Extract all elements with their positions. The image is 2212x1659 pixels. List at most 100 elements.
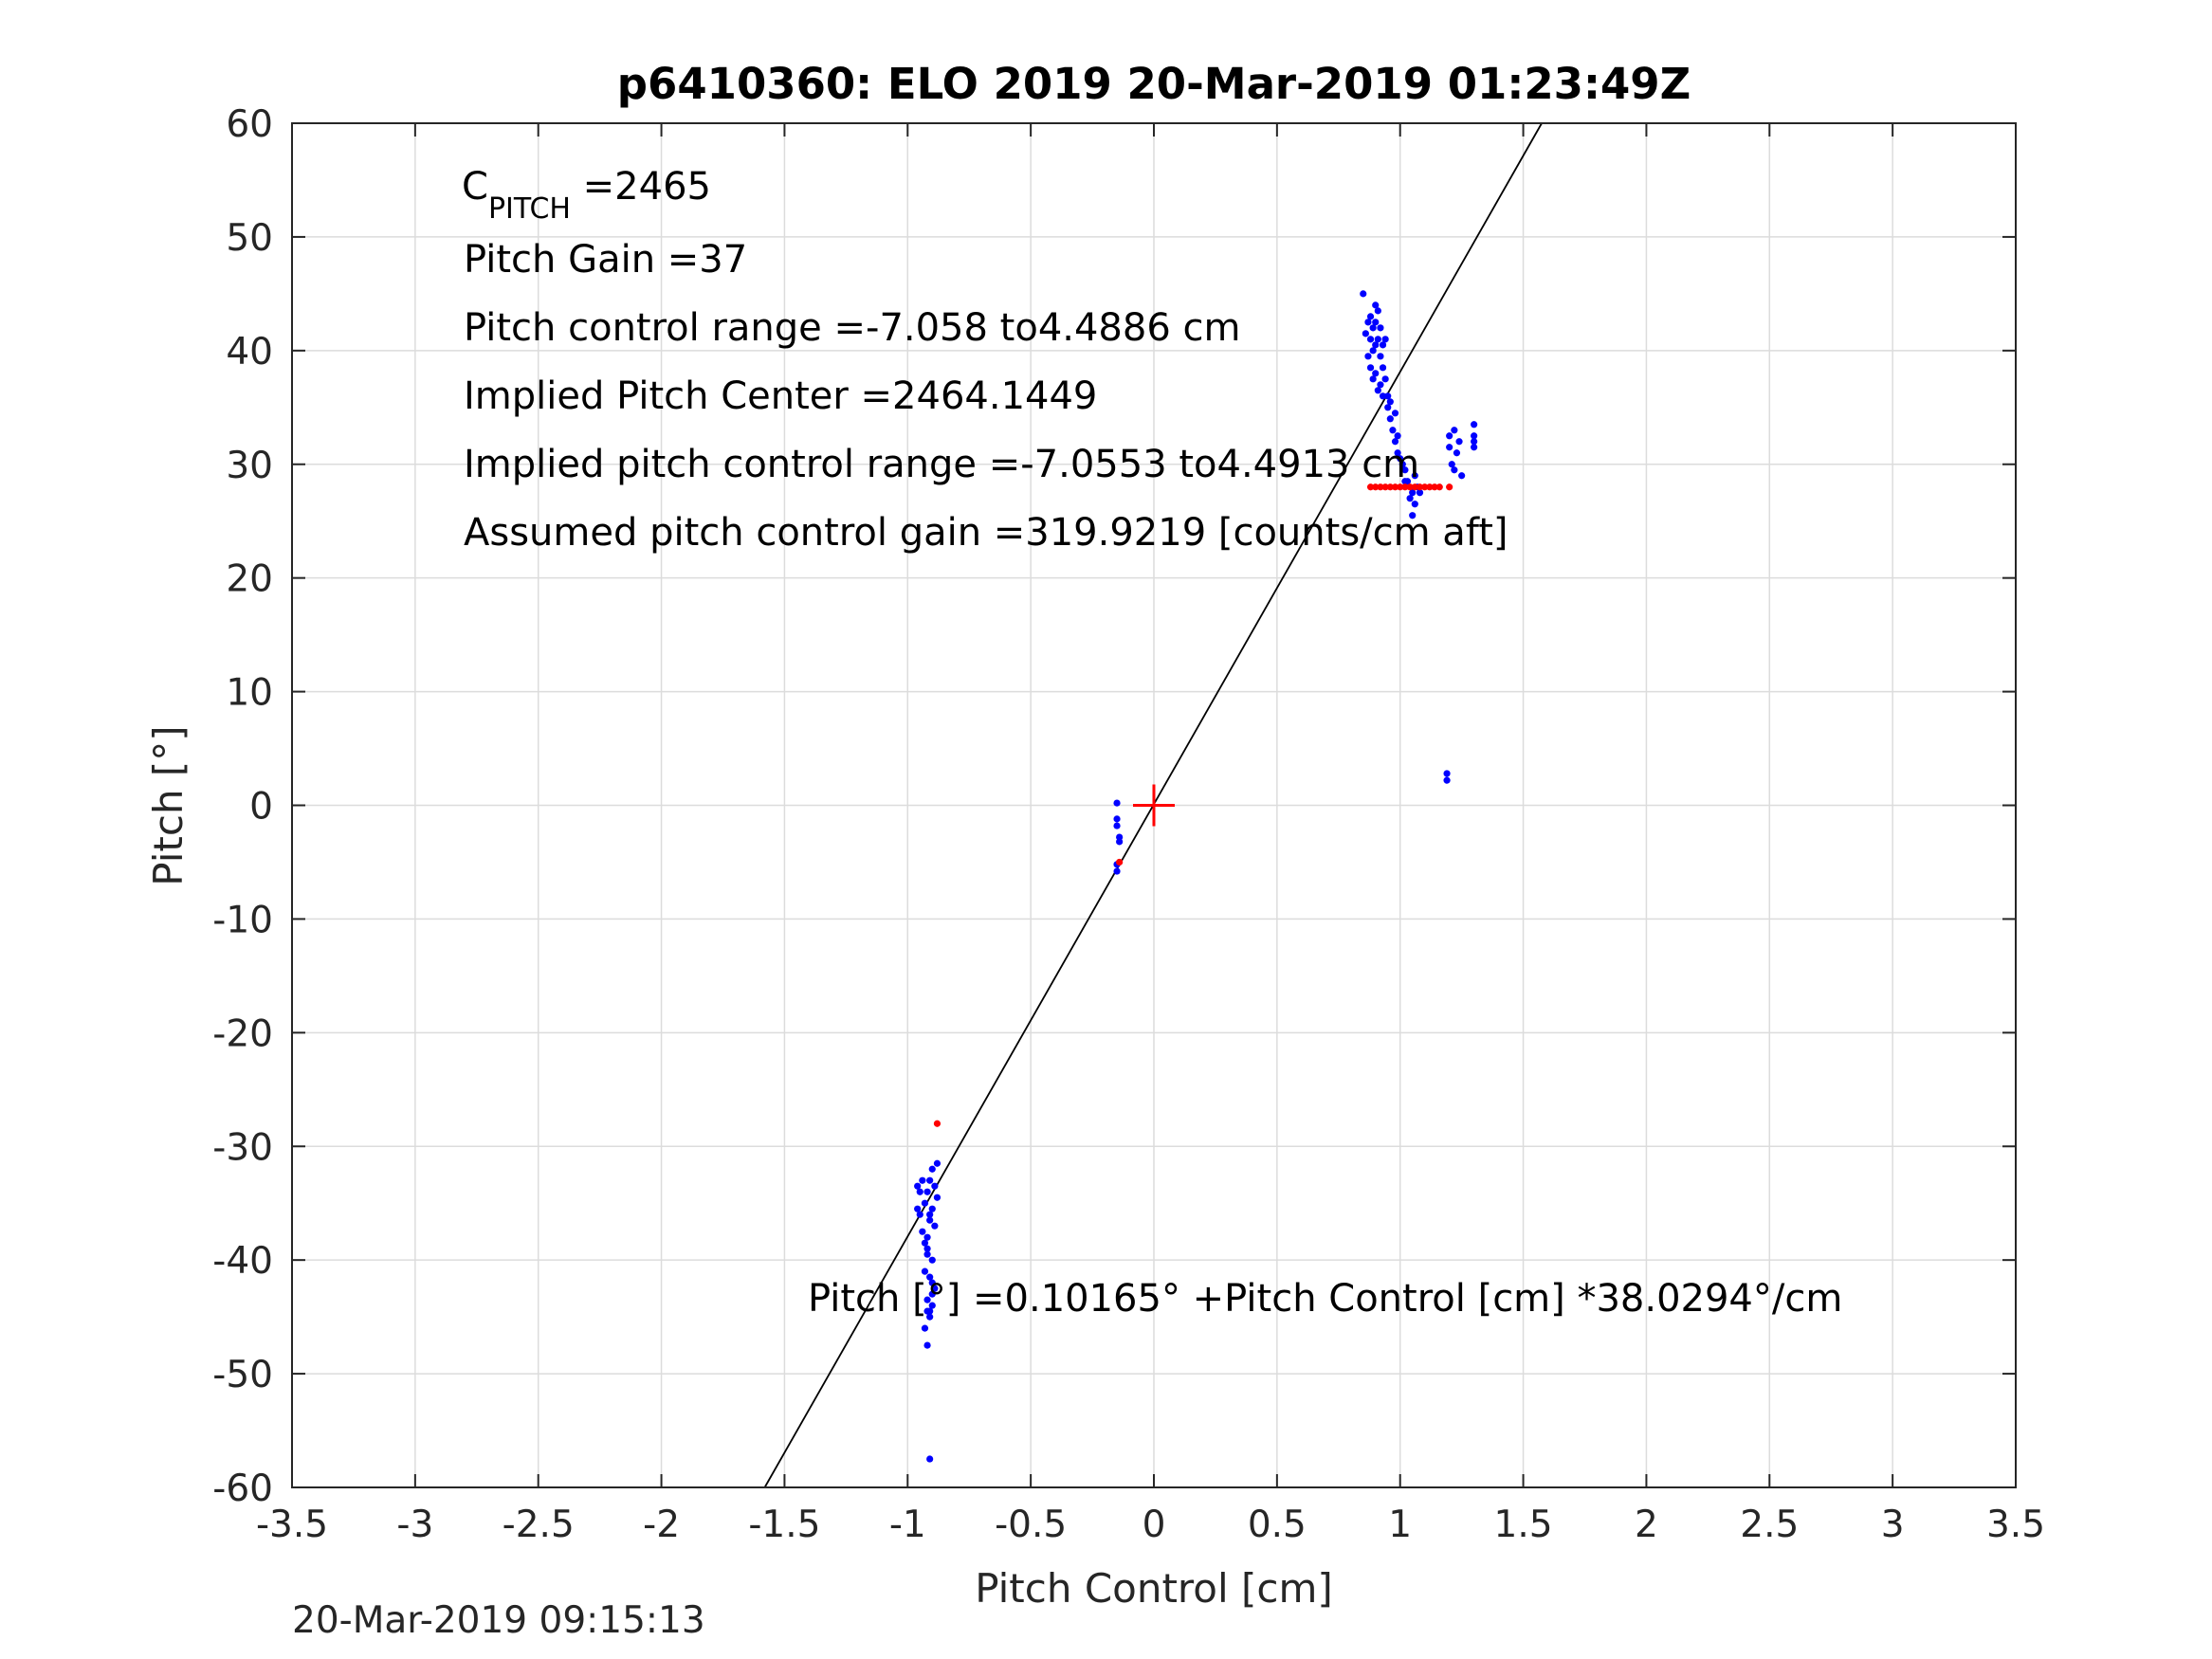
data-point-blue <box>1458 472 1466 480</box>
data-point-blue <box>928 1302 936 1309</box>
y-tick-label: 60 <box>226 103 273 146</box>
data-point-blue <box>921 1239 929 1247</box>
data-point-blue <box>1113 822 1121 830</box>
data-point-blue <box>921 1324 929 1332</box>
y-tick-label: -60 <box>212 1468 273 1510</box>
data-point-blue <box>1113 815 1121 823</box>
c-pitch-subscript: PITCH <box>488 192 571 226</box>
data-point-blue <box>1397 455 1404 463</box>
data-point-blue <box>1113 867 1121 875</box>
data-point-blue <box>1374 387 1381 394</box>
data-point-blue <box>931 1182 939 1190</box>
data-point-red <box>933 1120 941 1127</box>
data-point-blue <box>1384 404 1392 411</box>
data-point-blue <box>1451 466 1458 474</box>
data-point-blue <box>1453 449 1461 457</box>
data-point-blue <box>1455 438 1463 446</box>
data-point-red <box>1116 858 1124 866</box>
data-point-red <box>1377 483 1384 491</box>
data-point-blue <box>1381 336 1389 343</box>
data-point-blue <box>1369 347 1377 355</box>
data-point-red <box>1366 483 1375 491</box>
data-point-blue <box>923 1188 931 1195</box>
data-point-red <box>1397 483 1404 491</box>
data-point-blue <box>928 1165 936 1173</box>
c-pitch-annotation: CPITCH =2465 <box>462 165 711 226</box>
data-point-blue <box>1446 432 1453 440</box>
y-tick-label: 30 <box>226 445 273 487</box>
y-tick-label: 0 <box>249 786 273 829</box>
data-point-red <box>1372 483 1380 491</box>
x-tick-label: -1.5 <box>748 1504 820 1546</box>
implied-pitch-center-annotation: Implied Pitch Center =2464.1449 <box>464 374 1097 418</box>
data-point-blue <box>914 1205 922 1212</box>
data-point-blue <box>926 1176 934 1184</box>
data-point-blue <box>1446 444 1453 451</box>
data-point-blue <box>919 1228 926 1235</box>
data-point-blue <box>1374 336 1381 343</box>
data-point-blue <box>1398 461 1406 468</box>
timestamp-label: 20-Mar-2019 09:15:13 <box>292 1599 705 1642</box>
x-tick-label: 0.5 <box>1248 1504 1307 1546</box>
data-point-blue <box>931 1222 939 1230</box>
data-point-blue <box>1448 461 1455 468</box>
data-point-blue <box>1377 324 1384 332</box>
data-point-blue <box>1406 495 1414 502</box>
data-point-blue <box>1372 319 1380 326</box>
x-tick-label: 3 <box>1881 1504 1905 1546</box>
data-point-blue <box>1471 438 1478 446</box>
data-point-blue <box>926 1216 934 1224</box>
data-point-blue <box>1366 336 1375 343</box>
data-point-blue <box>928 1205 936 1212</box>
data-point-red <box>1386 483 1394 491</box>
y-tick-label: -20 <box>212 1012 273 1055</box>
data-point-red <box>1426 483 1434 491</box>
x-tick-label: -3.5 <box>256 1504 328 1546</box>
y-tick-labels: 60 50 40 30 20 10 0 -10 -20 -30 -40 -50 -60 <box>212 103 273 1510</box>
fit-equation-annotation: Pitch [°] =0.10165° +Pitch Control [cm] … <box>808 1277 1842 1321</box>
data-point-blue <box>916 1211 923 1218</box>
data-point-blue <box>1403 478 1412 485</box>
pitch-control-range-annotation: Pitch control range =-7.058 to4.4886 cm <box>464 306 1240 350</box>
data-point-blue <box>926 1273 934 1281</box>
data-point-red <box>1381 483 1389 491</box>
data-point-blue <box>1471 432 1478 440</box>
y-tick-label: -40 <box>212 1240 273 1283</box>
data-point-blue <box>1369 375 1377 383</box>
data-point-blue <box>1379 364 1387 372</box>
y-tick-label: 20 <box>226 558 273 601</box>
x-tick-label: -1 <box>889 1504 926 1546</box>
data-point-blue <box>1411 501 1418 508</box>
data-point-blue <box>1416 489 1424 497</box>
x-tick-labels: -3.5 -3 -2.5 -2 -1.5 -1 -0.5 0 0.5 1 1.5 2 2.5 3 3.5 <box>256 1504 2045 1546</box>
x-tick-label: 0 <box>1143 1504 1166 1546</box>
data-point-red <box>1421 483 1429 491</box>
data-point-blue <box>923 1245 931 1252</box>
data-point-blue <box>926 1307 934 1315</box>
data-point-blue <box>1391 410 1399 417</box>
data-point-blue <box>1364 353 1372 360</box>
data-point-red <box>1431 483 1438 491</box>
data-point-blue <box>933 1194 941 1201</box>
data-point-blue <box>921 1199 929 1207</box>
y-axis-label: Pitch [°] <box>145 725 192 885</box>
data-point-blue <box>1394 432 1401 440</box>
data-point-blue <box>1116 838 1124 846</box>
x-tick-label: 2.5 <box>1740 1504 1799 1546</box>
data-point-blue <box>923 1296 931 1304</box>
data-point-blue <box>1369 324 1377 332</box>
data-point-blue <box>1379 392 1387 400</box>
data-point-blue <box>914 1182 922 1190</box>
data-point-blue <box>1394 449 1401 457</box>
data-point-blue <box>1377 353 1384 360</box>
data-point-blue <box>1401 466 1409 474</box>
data-points <box>914 290 1478 1463</box>
data-point-blue <box>923 1250 931 1258</box>
data-point-red <box>1391 483 1399 491</box>
data-point-blue <box>1409 512 1417 520</box>
data-point-blue <box>928 1279 936 1286</box>
center-marker <box>1133 784 1175 827</box>
data-point-red <box>1446 483 1453 491</box>
data-point-blue <box>926 1313 934 1321</box>
data-point-blue <box>1386 398 1394 406</box>
